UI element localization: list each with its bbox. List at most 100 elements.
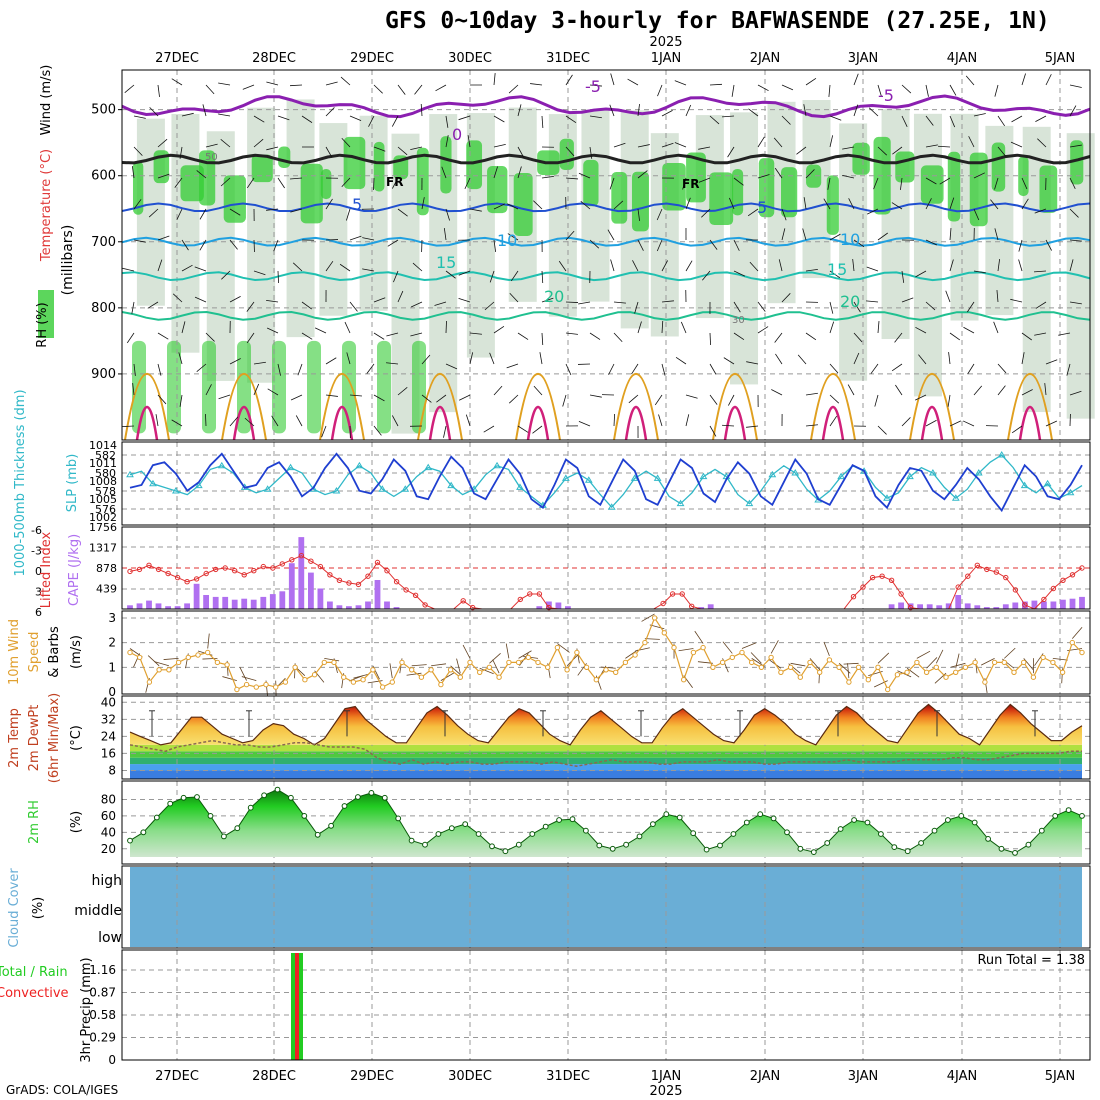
rh-point	[515, 841, 522, 848]
y-tick-label: 1.16	[89, 963, 116, 977]
wind-barb	[733, 270, 746, 277]
wind-barb	[901, 417, 911, 427]
wind-barb	[445, 208, 450, 221]
wind-speed-point	[282, 679, 289, 685]
cape-bar	[707, 604, 714, 609]
rh-shading-green	[251, 154, 273, 183]
wind-barb	[344, 321, 351, 334]
wind-barb	[1010, 141, 1023, 148]
wind-barb	[967, 363, 975, 375]
wind-barb	[253, 383, 260, 396]
wind-barb	[493, 203, 506, 210]
cape-bar	[917, 604, 923, 609]
wind-speed-point	[1021, 659, 1027, 666]
lifted-index-point	[270, 565, 276, 571]
wind-barb	[176, 208, 183, 221]
wind-speed-point	[681, 677, 687, 683]
wind-barb	[674, 80, 687, 86]
lifted-index-point	[1050, 585, 1057, 592]
wind-barb	[565, 115, 577, 124]
wind-barb	[1052, 657, 1068, 661]
wind-barb	[393, 270, 399, 283]
temperature-contour	[121, 153, 1091, 165]
rh-point	[529, 831, 536, 837]
y-tick-label: 900	[91, 367, 116, 382]
cape-bar	[165, 606, 171, 609]
contour-label: 15	[827, 260, 847, 279]
wind-barb	[873, 177, 879, 190]
wind-barb	[267, 388, 279, 396]
rh-point	[489, 843, 495, 850]
panel-frame	[121, 780, 1091, 865]
rh-point	[958, 813, 965, 819]
wind-barb	[218, 394, 231, 400]
wind-barb	[680, 321, 687, 334]
wind-barb	[829, 415, 838, 427]
temperature-contour-25	[1007, 372, 1053, 441]
rh-point	[1052, 813, 1059, 819]
wind-barb	[157, 363, 162, 376]
wind-barb	[949, 332, 961, 341]
y-tick-label: 0.58	[89, 1008, 116, 1022]
cape-bar	[1041, 601, 1047, 609]
rh-point	[261, 792, 268, 799]
wind-barb	[749, 261, 759, 272]
wind-barb	[925, 177, 937, 185]
rh-point	[891, 844, 898, 850]
wind-barb	[746, 425, 759, 428]
date-label-bottom: 31DEC	[546, 1069, 590, 1084]
wind-barb	[1021, 389, 1033, 396]
cape-bar	[298, 537, 305, 609]
lifted-index-point	[1079, 565, 1085, 571]
wind-barb	[196, 170, 207, 179]
cape-bar	[1002, 604, 1009, 609]
wind-barb	[829, 135, 834, 148]
wind-barb	[341, 177, 351, 188]
wind-barb	[229, 416, 239, 427]
wind-barb	[508, 84, 519, 94]
wind-barb	[873, 680, 888, 688]
thickness-point	[997, 451, 1006, 458]
wind-barb	[1034, 270, 1047, 273]
wind-barb	[914, 394, 927, 401]
cape-bar	[1050, 601, 1057, 609]
wind-barb	[1044, 383, 1047, 396]
wind-speed-point	[1030, 674, 1037, 680]
y-tick-label-li: 6	[35, 606, 42, 619]
wind-speed-point	[787, 664, 794, 670]
wind-barb	[635, 647, 650, 652]
wind-barb	[637, 321, 642, 334]
wind-barb	[389, 663, 393, 679]
wind-barb	[625, 649, 639, 659]
cape-bar	[974, 605, 981, 609]
wind-barb	[154, 661, 169, 667]
wind-speed-point	[1069, 639, 1076, 646]
wind-barb	[199, 239, 207, 251]
wind-speed-point	[447, 667, 454, 673]
wind-barb	[685, 414, 690, 427]
lifted-index-point	[993, 569, 999, 575]
rh-point	[797, 845, 804, 852]
wind-barb	[321, 425, 327, 438]
wind-barb	[877, 146, 888, 156]
wind-barb	[1021, 332, 1032, 341]
wind-speed-point	[418, 674, 425, 680]
wind-barb	[637, 170, 648, 179]
wind-barb	[937, 145, 951, 148]
wind-barb	[757, 174, 770, 179]
wind-barb	[199, 208, 207, 220]
wind-barb	[277, 363, 281, 376]
wind-barb	[1045, 420, 1058, 427]
wind-barb	[157, 394, 167, 405]
wind-barb	[533, 200, 543, 210]
wind-barb	[565, 332, 578, 335]
wind-barb	[518, 650, 532, 659]
y-tick-label-cape: 439	[96, 583, 117, 596]
wind-barb	[853, 73, 859, 86]
wind-barb	[229, 358, 241, 365]
wind-barb	[121, 425, 135, 428]
y-tick-label: 800	[91, 301, 116, 316]
y-tick-label: 32	[101, 712, 116, 726]
wind-barb	[722, 115, 735, 118]
wind-barb	[133, 363, 136, 376]
